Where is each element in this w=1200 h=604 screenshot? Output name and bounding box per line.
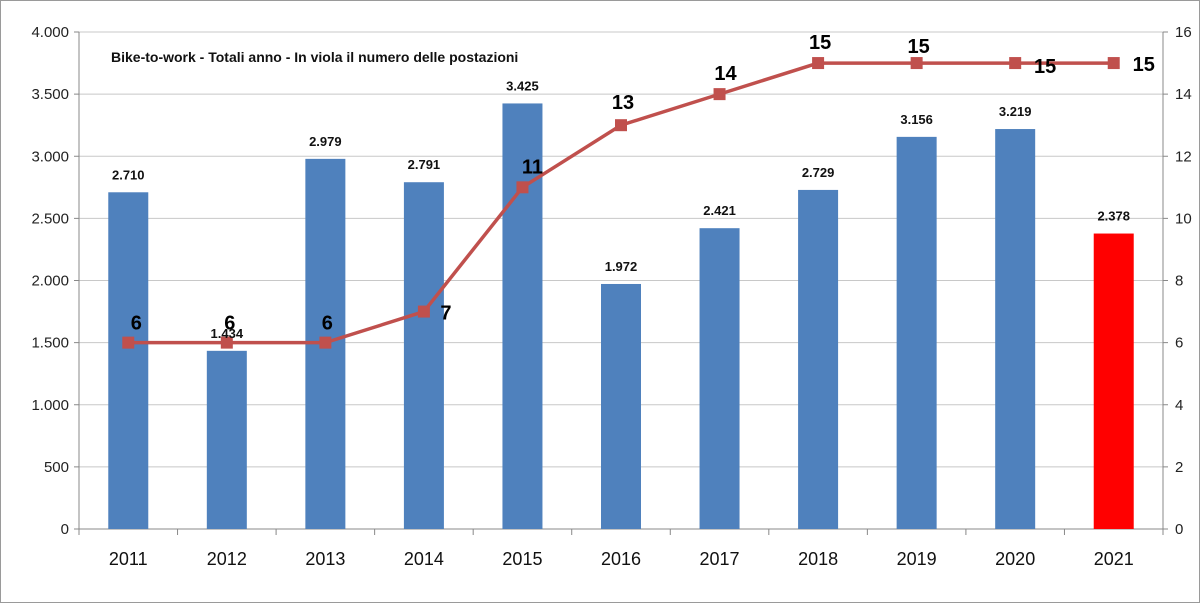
line-value-label: 13	[612, 92, 634, 114]
bar	[798, 189, 839, 529]
y-right-tick-label: 10	[1175, 210, 1192, 227]
y-right-tick-label: 4	[1175, 397, 1183, 414]
line-point	[417, 305, 430, 318]
line-value-label: 6	[224, 313, 235, 335]
line-value-label: 15	[1133, 54, 1155, 76]
y-right-tick-label: 8	[1175, 273, 1183, 290]
bar	[699, 228, 740, 530]
y-left-tick-label: 1.500	[31, 335, 69, 352]
x-tick-label: 2020	[995, 549, 1035, 569]
y-right-tick-label: 14	[1175, 86, 1192, 103]
bar-value-label: 3.156	[900, 112, 933, 127]
line-point	[122, 336, 135, 349]
bar-value-label: 2.710	[112, 167, 145, 182]
line-value-label: 14	[714, 63, 737, 85]
y-left-tick-label: 4.000	[31, 24, 69, 41]
bar	[206, 350, 247, 529]
x-tick-label: 2013	[305, 549, 345, 569]
x-tick-label: 2021	[1094, 549, 1134, 569]
y-left-tick-label: 0	[61, 521, 69, 538]
x-tick-label: 2014	[404, 549, 444, 569]
x-tick-label: 2015	[502, 549, 542, 569]
line-series	[122, 57, 1120, 349]
bar	[995, 129, 1036, 529]
line-value-label: 15	[1034, 56, 1056, 78]
x-tick-label: 2019	[897, 549, 937, 569]
bar	[601, 283, 641, 529]
y-left-tick-label: 3.000	[31, 148, 69, 165]
line-point	[1009, 57, 1022, 70]
line-point	[516, 181, 529, 194]
bar-value-label: 3.425	[506, 78, 539, 93]
y-left-tick-label: 3.500	[31, 86, 69, 103]
bar-value-label: 2.378	[1097, 209, 1130, 224]
line-value-label: 7	[440, 303, 451, 325]
line-value-label: 6	[131, 313, 142, 335]
x-tick-label: 2011	[109, 549, 148, 569]
line-value-label: 11	[522, 156, 543, 178]
bar-value-label: 2.791	[408, 157, 441, 172]
y-left-tick-label: 2.500	[31, 210, 69, 227]
x-tick-label: 2012	[207, 549, 247, 569]
y-right-tick-label: 0	[1175, 521, 1183, 538]
y-left-tick-label: 2.000	[31, 273, 69, 290]
bar-value-label: 1.434	[211, 326, 244, 341]
x-tick-label: 2018	[798, 549, 838, 569]
bar-value-label: 3.219	[999, 104, 1032, 119]
bar	[1093, 233, 1134, 529]
x-tick-label: 2016	[601, 549, 641, 569]
data-labels: 2.710 1.434 2.979 2.791 3.425 1.972 2.421 2.729…	[112, 32, 1155, 341]
x-tick-label: 2017	[700, 549, 740, 569]
line-point	[713, 88, 726, 101]
bar-series	[108, 103, 1134, 530]
bar	[108, 192, 149, 529]
line-value-label: 15	[809, 32, 831, 54]
y-left-tick-label: 500	[44, 459, 69, 476]
bar	[403, 182, 444, 529]
line-value-label: 15	[908, 36, 930, 58]
bar-value-label: 2.421	[703, 203, 736, 218]
bar	[896, 136, 937, 529]
line-value-label: 6	[322, 313, 333, 335]
bar-value-label: 1.972	[605, 259, 638, 274]
line-point	[1107, 57, 1120, 70]
bar-value-label: 2.979	[309, 134, 342, 149]
y-right-tick-label: 6	[1175, 335, 1183, 352]
line-point	[910, 57, 923, 70]
bar	[502, 103, 543, 529]
line-point	[220, 336, 233, 349]
y-left-tick-label: 1.000	[31, 397, 69, 414]
line-point	[319, 336, 332, 349]
line-point	[812, 57, 825, 70]
line-point	[615, 119, 627, 132]
chart-title: Bike-to-work - Totali anno - In viola il…	[111, 49, 518, 65]
y-right-tick-label: 12	[1175, 148, 1192, 165]
y-right-tick-label: 16	[1175, 24, 1192, 41]
bar-value-label: 2.729	[802, 165, 835, 180]
y-right-tick-label: 2	[1175, 459, 1183, 476]
